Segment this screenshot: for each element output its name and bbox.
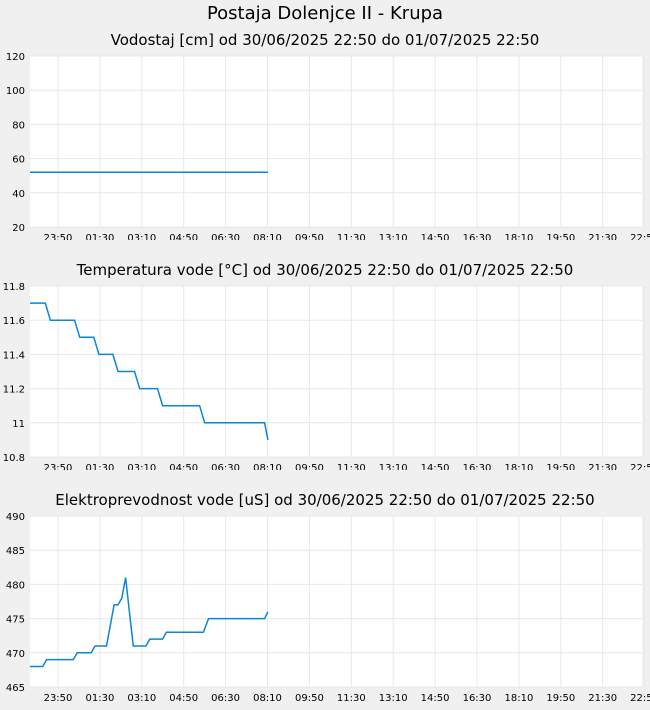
y-tick-label: 470 — [6, 649, 25, 660]
x-tick-label: 09:50 — [295, 693, 324, 704]
x-tick-label: 09:50 — [295, 463, 324, 470]
y-tick-label: 465 — [6, 683, 25, 694]
x-tick-label: 16:30 — [463, 233, 492, 240]
x-tick-label: 06:30 — [211, 463, 240, 470]
x-tick-label: 14:50 — [421, 463, 450, 470]
x-tick-label: 18:10 — [504, 233, 533, 240]
conductivity-plot: 465 470 475 480 485 490 23:50 01:30 03:10 04:50 06… — [6, 512, 650, 704]
x-tick-label: 22:50 — [630, 233, 650, 240]
y-tick-label: 11.8 — [3, 282, 25, 293]
series-line — [30, 302, 269, 441]
y-tick-label: 11.2 — [3, 385, 25, 396]
x-tick-label: 06:30 — [211, 233, 240, 240]
x-tick-label: 19:50 — [546, 463, 575, 470]
y-tick-label: 11 — [12, 419, 25, 430]
x-tick-label: 18:10 — [504, 693, 533, 704]
x-tick-label: 16:30 — [463, 463, 492, 470]
conductivity-chart: Elektroprevodnost vode [uS] od 30/06/202… — [0, 488, 650, 710]
x-tick-label: 11:30 — [337, 233, 366, 240]
x-tick-label: 23:50 — [44, 693, 73, 704]
chart-title: Elektroprevodnost vode [uS] od 30/06/202… — [55, 491, 595, 509]
water-temperature-plot: 10.8 11 11.2 11.4 11.6 11.8 23:50 01:30 03:10 04:… — [3, 282, 650, 470]
y-tick-label: 10.8 — [3, 453, 25, 464]
y-tick-label: 120 — [6, 52, 25, 63]
plot-area — [30, 56, 642, 227]
y-tick-label: 11.6 — [3, 316, 25, 327]
x-tick-label: 22:50 — [630, 693, 650, 704]
y-tick-label: 60 — [12, 155, 25, 166]
x-tick-label: 13:10 — [379, 693, 408, 704]
x-tick-label: 21:30 — [588, 463, 617, 470]
water-level-chart: Vodostaj [cm] od 30/06/2025 22:50 do 01/… — [0, 28, 650, 240]
x-tick-label: 06:30 — [211, 693, 240, 704]
x-tick-label: 22:50 — [630, 463, 650, 470]
x-tick-label: 04:50 — [169, 463, 198, 470]
x-tick-label: 14:50 — [421, 693, 450, 704]
x-tick-label: 19:50 — [546, 233, 575, 240]
page-title: Postaja Dolenjce II - Krupa — [206, 3, 444, 24]
x-tick-label: 11:30 — [337, 693, 366, 704]
x-tick-label: 04:50 — [169, 693, 198, 704]
chart-title: Vodostaj [cm] od 30/06/2025 22:50 do 01/… — [110, 31, 540, 49]
x-tick-label: 03:10 — [127, 693, 156, 704]
x-tick-label: 23:50 — [44, 233, 73, 240]
y-tick-label: 100 — [6, 86, 25, 97]
x-tick-label: 23:50 — [44, 463, 73, 470]
x-tick-label: 01:30 — [85, 693, 114, 704]
x-tick-label: 03:10 — [127, 463, 156, 470]
chart-title: Temperatura vode [°C] od 30/06/2025 22:5… — [76, 261, 574, 279]
x-tick-label: 16:30 — [463, 693, 492, 704]
y-tick-label: 11.4 — [3, 350, 25, 361]
x-tick-label: 21:30 — [588, 693, 617, 704]
x-tick-label: 21:30 — [588, 233, 617, 240]
x-tick-label: 19:50 — [546, 693, 575, 704]
x-tick-label: 01:30 — [85, 233, 114, 240]
y-tick-label: 480 — [6, 580, 25, 591]
y-tick-label: 80 — [12, 120, 25, 131]
x-tick-label: 13:10 — [379, 463, 408, 470]
x-tick-label: 14:50 — [421, 233, 450, 240]
x-tick-label: 18:10 — [504, 463, 533, 470]
x-tick-label: 08:10 — [253, 693, 282, 704]
x-tick-label: 13:10 — [379, 233, 408, 240]
y-tick-label: 40 — [12, 189, 25, 200]
y-tick-label: 20 — [12, 223, 25, 234]
y-tick-label: 490 — [6, 512, 25, 523]
water-level-plot: 20 40 60 80 100 120 23:50 01:30 03:10 04:50 06:30 0… — [6, 52, 650, 240]
x-tick-label: 04:50 — [169, 233, 198, 240]
y-tick-label: 475 — [6, 615, 25, 626]
water-temperature-chart: Temperatura vode [°C] od 30/06/2025 22:5… — [0, 258, 650, 470]
plot-area — [30, 516, 642, 687]
x-tick-label: 01:30 — [85, 463, 114, 470]
x-tick-label: 08:10 — [253, 463, 282, 470]
x-tick-label: 11:30 — [337, 463, 366, 470]
x-tick-label: 03:10 — [127, 233, 156, 240]
x-tick-label: 09:50 — [295, 233, 324, 240]
y-tick-label: 485 — [6, 546, 25, 557]
series-line — [30, 577, 269, 668]
x-tick-label: 08:10 — [253, 233, 282, 240]
